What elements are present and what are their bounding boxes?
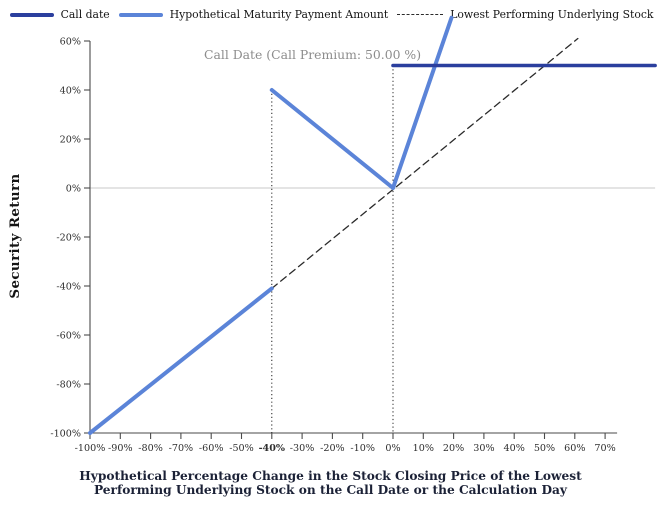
x-tick-label: 10% <box>413 443 434 454</box>
x-tick-label: -30% <box>290 443 315 454</box>
x-tick-label: 20% <box>443 443 464 454</box>
chart-legend: Call date Hypothetical Maturity Payment … <box>0 8 663 21</box>
x-tick-label: 50% <box>534 443 555 454</box>
hypothetical-maturity-payment-amount-line <box>269 88 395 190</box>
x-tick-label: -70% <box>169 443 194 454</box>
legend-label-call-date: Call date <box>60 8 110 21</box>
y-tick-label: -40% <box>56 281 81 292</box>
x-tick-label: -60% <box>199 443 224 454</box>
x-tick-label: -20% <box>320 443 345 454</box>
x-tick-label: -100% <box>75 443 106 454</box>
legend-item-maturity-payment: Hypothetical Maturity Payment Amount <box>118 8 389 21</box>
x-tick-label: -90% <box>108 443 133 454</box>
x-tick-label: 30% <box>473 443 494 454</box>
x-tick-label: 0% <box>385 443 400 454</box>
legend-item-lowest-performing: Lowest Performing Underlying Stock <box>397 8 653 21</box>
legend-label-lowest-performing: Lowest Performing Underlying Stock <box>450 8 654 21</box>
call-date-line-swatch <box>9 12 54 17</box>
call-premium-annotation: Call Date (Call Premium: 50.00 %) <box>204 47 422 62</box>
y-tick-label: -80% <box>56 379 81 390</box>
x-tick-label: 70% <box>594 443 615 454</box>
y-tick-label: 20% <box>60 134 81 145</box>
y-tick-label: -100% <box>50 428 81 439</box>
legend-label-maturity-payment: Hypothetical Maturity Payment Amount <box>169 8 389 21</box>
y-tick-label: -60% <box>56 330 81 341</box>
hypothetical-maturity-payment-amount-line <box>88 286 274 435</box>
lowest-performing-dashed-swatch <box>397 14 444 15</box>
legend-item-call-date: Call date <box>9 8 110 21</box>
x-axis-title: Hypothetical Percentage Change in the St… <box>79 469 582 497</box>
y-tick-label: 40% <box>60 85 81 96</box>
y-tick-label: 60% <box>60 36 81 47</box>
x-tick-label: -10% <box>350 443 375 454</box>
x-tick-label: 60% <box>564 443 585 454</box>
x-tick-label: -80% <box>138 443 163 454</box>
x-tick-label: 40% <box>504 443 525 454</box>
lowest-performing-underlying-stock-line <box>271 37 579 290</box>
x-tick-label: -40% <box>259 443 285 454</box>
y-tick-label: 0% <box>66 183 81 194</box>
maturity-payment-line-swatch <box>118 12 163 17</box>
hypothetical-maturity-payment-amount-line <box>391 15 454 190</box>
y-tick-label: -20% <box>56 232 81 243</box>
x-tick-label: -50% <box>229 443 254 454</box>
